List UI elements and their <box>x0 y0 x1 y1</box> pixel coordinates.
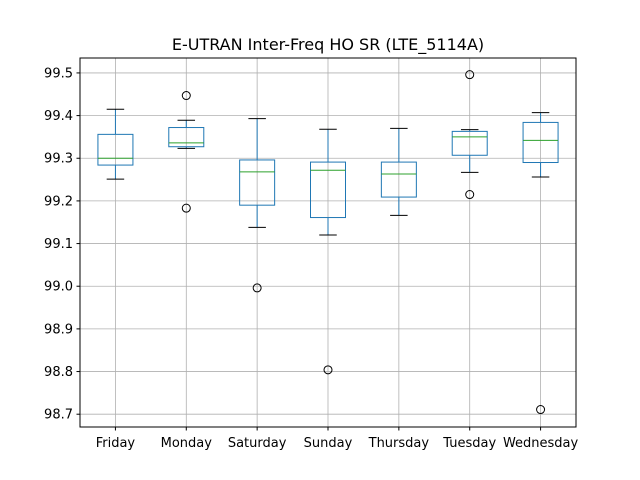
y-tick-label: 99.2 <box>44 194 73 209</box>
iqr-box <box>522 121 559 164</box>
x-tick-label: Wednesday <box>503 436 579 451</box>
y-axis: 98.7 98.8 98.9 99.0 99.1 99.2 99.3 99.4 99.5 <box>44 66 80 423</box>
plot-frame <box>79 57 577 428</box>
y-tick-label: 98.8 <box>44 365 73 380</box>
y-tick-label: 99.0 <box>44 280 73 295</box>
outlier-point <box>181 91 191 101</box>
outlier-point <box>536 405 546 415</box>
y-tick-label: 98.9 <box>44 322 73 337</box>
iqr-box <box>310 161 346 219</box>
box-thursday <box>380 127 417 216</box>
y-tick-label: 98.7 <box>44 408 73 423</box>
chart-title: E-UTRAN Inter-Freq HO SR (LTE_5114A) <box>172 35 484 55</box>
box-saturday <box>239 118 276 293</box>
y-tick-label: 99.3 <box>44 152 73 167</box>
box-wednesday <box>522 112 559 415</box>
outlier-point <box>323 365 333 375</box>
x-tick-label: Monday <box>161 436 213 451</box>
x-tick-label: Sunday <box>304 436 353 451</box>
box-friday <box>97 108 134 180</box>
x-tick-label: Tuesday <box>442 436 496 451</box>
x-tick-label: Saturday <box>228 436 287 451</box>
y-tick-label: 99.5 <box>44 66 73 81</box>
iqr-box <box>97 133 134 166</box>
y-tick-label: 99.4 <box>44 109 73 124</box>
x-tick-label: Thursday <box>368 436 430 451</box>
box-sunday <box>310 128 346 375</box>
box-tuesday <box>451 70 488 200</box>
x-tick-label: Friday <box>96 436 136 451</box>
box-monday <box>168 91 205 213</box>
iqr-box <box>239 159 276 206</box>
y-tick-label: 99.1 <box>44 237 73 252</box>
box-series <box>97 70 559 415</box>
iqr-box <box>451 130 488 156</box>
outlier-point <box>252 283 262 293</box>
outlier-point <box>465 70 475 80</box>
iqr-box <box>168 127 205 148</box>
x-axis: Friday Monday Saturday Sunday Thursday Tuesda… <box>96 427 579 451</box>
iqr-box <box>380 161 417 198</box>
grid-layer <box>80 58 576 427</box>
outlier-point <box>181 203 191 213</box>
outlier-point <box>465 190 475 200</box>
